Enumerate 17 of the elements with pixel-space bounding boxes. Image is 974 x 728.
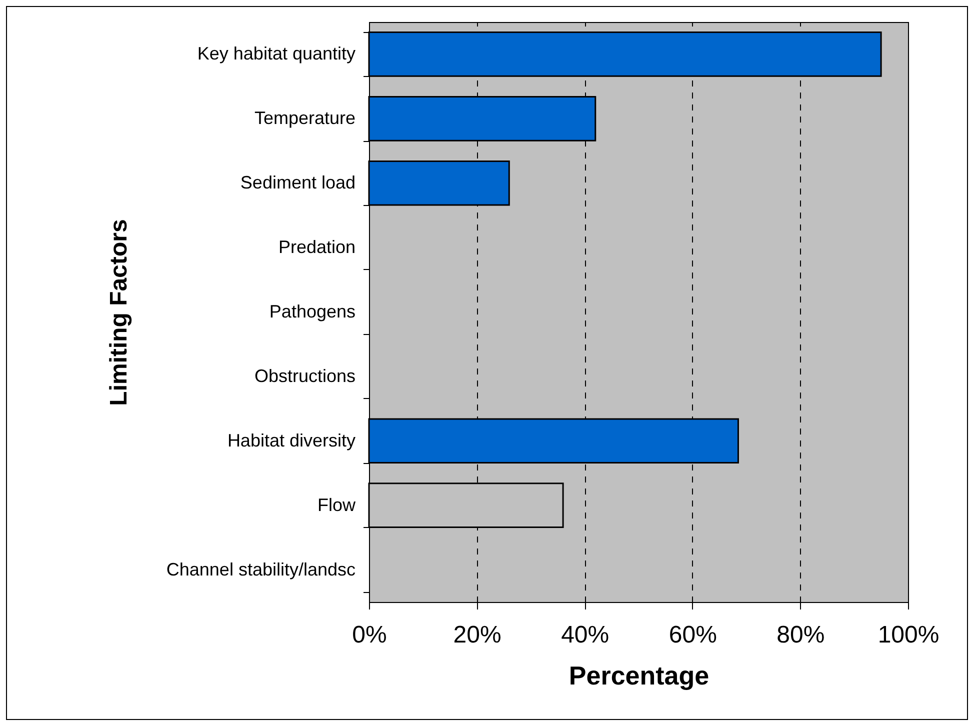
y-tick-label: Temperature — [254, 108, 356, 128]
y-tick-label: Habitat diversity — [227, 430, 356, 450]
y-tick-label: Obstructions — [254, 366, 356, 386]
y-axis-title: Limiting Factors — [106, 219, 132, 406]
x-tick-label: 0% — [352, 622, 387, 648]
x-tick-label: 80% — [776, 622, 825, 648]
x-axis-title: Percentage — [568, 660, 710, 690]
y-tick-label: Flow — [317, 494, 356, 515]
y-tick-label: Channel stability/landsc — [166, 559, 356, 580]
y-tick-label: Pathogens — [269, 302, 356, 322]
y-tick-label: Sediment load — [240, 172, 356, 193]
x-tick-label: 20% — [453, 622, 502, 648]
x-tick-label: 100% — [878, 622, 940, 648]
y-tick-label: Key habitat quantity — [197, 44, 356, 64]
x-tick-label: 40% — [561, 622, 610, 648]
x-tick-label: 60% — [668, 622, 717, 648]
y-tick-label: Predation — [278, 237, 356, 258]
